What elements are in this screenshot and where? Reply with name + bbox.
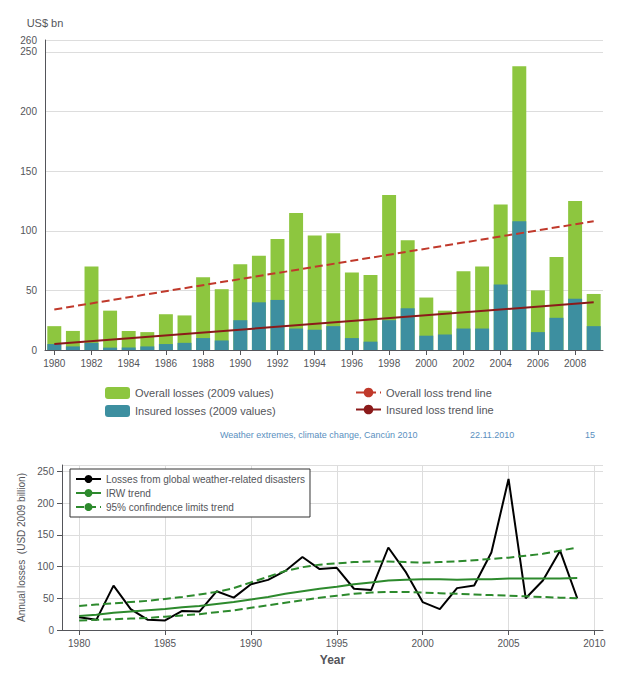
svg-text:260: 260 bbox=[20, 35, 37, 46]
svg-text:250: 250 bbox=[20, 46, 37, 57]
svg-text:1992: 1992 bbox=[266, 358, 289, 369]
svg-text:1994: 1994 bbox=[304, 358, 327, 369]
svg-text:22.11.2010: 22.11.2010 bbox=[470, 430, 514, 440]
svg-text:2000: 2000 bbox=[415, 358, 438, 369]
svg-text:0: 0 bbox=[31, 345, 37, 356]
svg-text:Year: Year bbox=[320, 653, 346, 667]
svg-text:Overall loss trend line: Overall loss trend line bbox=[386, 387, 492, 399]
svg-text:Weather extremes, climate chan: Weather extremes, climate change, Cancún… bbox=[220, 430, 417, 440]
svg-text:1984: 1984 bbox=[118, 358, 141, 369]
svg-text:Insured loss trend line: Insured loss trend line bbox=[386, 404, 494, 416]
svg-text:IRW trend: IRW trend bbox=[106, 488, 151, 499]
svg-text:Losses from global weather-rel: Losses from global weather-related disas… bbox=[106, 474, 305, 485]
svg-text:1988: 1988 bbox=[192, 358, 215, 369]
svg-text:2006: 2006 bbox=[527, 358, 550, 369]
svg-text:100: 100 bbox=[37, 561, 54, 572]
svg-text:1998: 1998 bbox=[378, 358, 401, 369]
svg-text:US$ bn: US$ bn bbox=[27, 17, 64, 29]
svg-text:15: 15 bbox=[585, 430, 595, 440]
svg-text:1982: 1982 bbox=[80, 358, 103, 369]
svg-text:Overall losses (2009 values): Overall losses (2009 values) bbox=[135, 387, 274, 399]
svg-text:2002: 2002 bbox=[452, 358, 475, 369]
svg-text:2004: 2004 bbox=[490, 358, 513, 369]
svg-text:150: 150 bbox=[37, 529, 54, 540]
svg-text:1980: 1980 bbox=[68, 638, 91, 649]
svg-text:50: 50 bbox=[26, 285, 38, 296]
svg-text:Annual losses (USD 2009 billi: Annual losses (USD 2009 billion) bbox=[16, 473, 27, 622]
svg-text:1990: 1990 bbox=[240, 638, 263, 649]
svg-text:1995: 1995 bbox=[326, 638, 349, 649]
svg-text:50: 50 bbox=[43, 593, 55, 604]
svg-text:2010: 2010 bbox=[583, 638, 606, 649]
svg-text:2000: 2000 bbox=[412, 638, 435, 649]
svg-text:95% confindence limits trend: 95% confindence limits trend bbox=[106, 502, 234, 513]
svg-text:200: 200 bbox=[37, 498, 54, 509]
svg-text:Insured losses (2009 values): Insured losses (2009 values) bbox=[135, 405, 276, 417]
svg-text:150: 150 bbox=[20, 166, 37, 177]
svg-text:2005: 2005 bbox=[497, 638, 520, 649]
svg-text:1980: 1980 bbox=[43, 358, 66, 369]
svg-text:250: 250 bbox=[37, 466, 54, 477]
svg-text:1986: 1986 bbox=[155, 358, 178, 369]
svg-text:2008: 2008 bbox=[564, 358, 587, 369]
svg-text:100: 100 bbox=[20, 225, 37, 236]
svg-text:0: 0 bbox=[48, 625, 54, 636]
svg-text:1996: 1996 bbox=[341, 358, 364, 369]
svg-text:1985: 1985 bbox=[154, 638, 177, 649]
svg-text:1990: 1990 bbox=[229, 358, 252, 369]
svg-text:200: 200 bbox=[20, 106, 37, 117]
